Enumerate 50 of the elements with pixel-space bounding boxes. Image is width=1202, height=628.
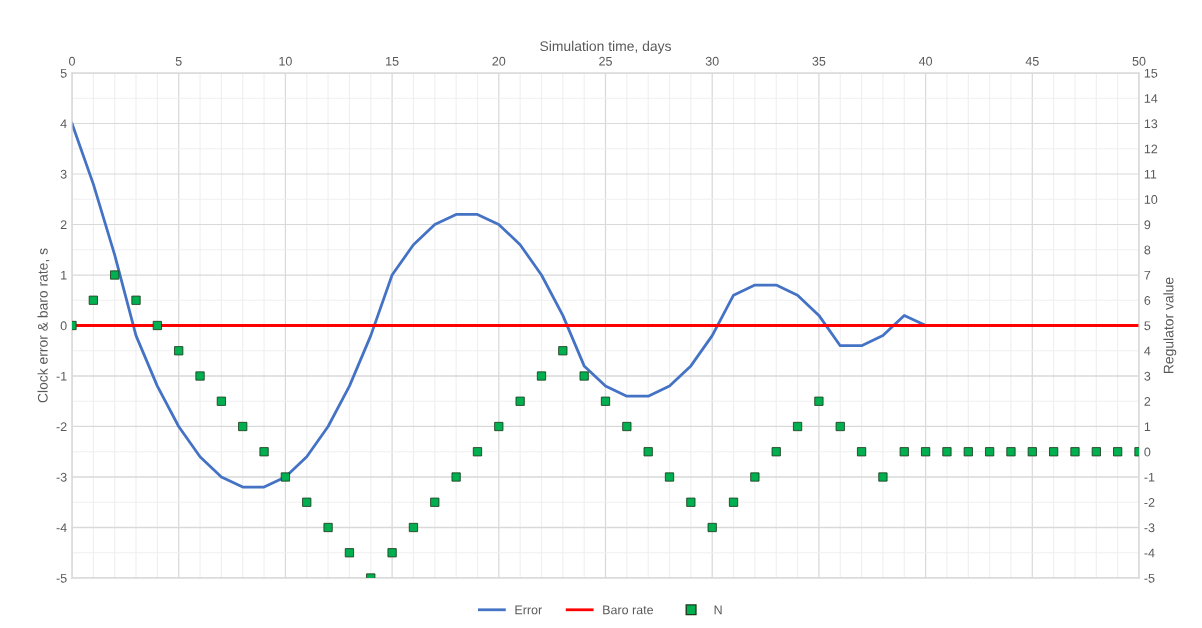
y2-tick-label: -4 (1144, 548, 1155, 558)
y2-tick-label: 10 (1144, 195, 1158, 204)
x-axis-title: Simulation time, days (540, 40, 671, 54)
y2-tick-label: 0 (1144, 447, 1151, 457)
y2-tick-label: 1 (1144, 422, 1151, 432)
x-tick-label: 15 (386, 56, 399, 66)
x-tick-label: 45 (1025, 56, 1039, 66)
y-tick-label: 3 (60, 169, 67, 179)
x-tick-label: 0 (69, 56, 75, 66)
x-tick-label: 30 (705, 56, 719, 66)
y2-axis-title: Regulator value (1163, 277, 1177, 373)
y-tick-label: 2 (60, 220, 67, 230)
y2-tick-label: -5 (1144, 573, 1155, 583)
y-tick-label: 5 (60, 68, 67, 78)
line-series (72, 122, 927, 489)
y2-tick-label: 3 (1144, 371, 1151, 381)
y2-tick-label: -1 (1144, 472, 1155, 482)
y-tick-label: 0 (60, 321, 67, 331)
y2-tick-label: 7 (1144, 270, 1151, 280)
y-axis-title: Clock error & baro rate, s (37, 248, 50, 403)
y-tick-label: 4 (60, 119, 67, 129)
x-tick-label: 40 (918, 56, 933, 66)
y2-tick-label: 6 (1144, 296, 1151, 305)
y2-tick-label: 8 (1144, 245, 1151, 255)
y2-tick-label: 12 (1144, 144, 1158, 154)
y2-tick-label: 9 (1144, 220, 1151, 230)
y2-tick-label: 5 (1144, 321, 1151, 331)
y-tick-label: -4 (56, 523, 67, 533)
y-tick-label: -5 (56, 573, 67, 583)
y2-tick-label: 13 (1144, 119, 1158, 129)
x-tick-label: 35 (812, 56, 826, 66)
y2-tick-label: 2 (1144, 397, 1151, 406)
y2-tick-label: -2 (1144, 498, 1155, 507)
y-tick-label: -2 (56, 422, 67, 432)
y2-tick-label: 4 (1144, 346, 1151, 356)
legend-label: Baro rate (603, 605, 654, 615)
y-tick-label: -1 (56, 371, 67, 381)
y2-tick-label: 14 (1144, 94, 1158, 103)
y2-tick-label: 11 (1144, 169, 1157, 179)
x-tick-label: 50 (1132, 56, 1146, 66)
legend-label: Error (515, 605, 542, 615)
y-tick-label: 1 (61, 270, 67, 280)
x-tick-label: 25 (599, 56, 612, 66)
y2-tick-label: -3 (1144, 523, 1155, 533)
x-tick-label: 5 (175, 56, 182, 66)
x-tick-label: 20 (492, 56, 506, 66)
legend-label: N (714, 605, 722, 615)
y-tick-label: -3 (56, 472, 67, 482)
x-tick-label: 10 (279, 56, 292, 66)
y2-tick-label: 15 (1144, 68, 1158, 78)
